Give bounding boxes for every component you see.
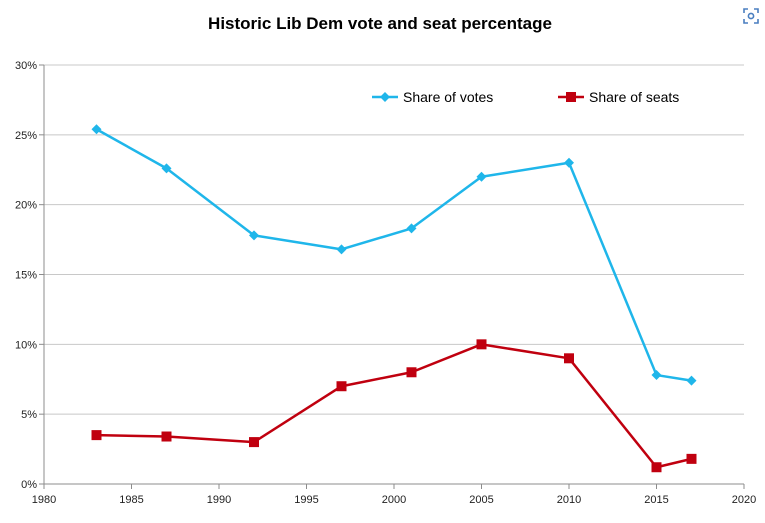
legend: Share of votes Share of seats — [372, 89, 679, 105]
y-tick-label: 30% — [15, 60, 37, 72]
x-tick-label: 1985 — [119, 494, 143, 506]
share-of-seats-point — [406, 367, 417, 378]
legend-item-share-of-votes: Share of votes — [372, 89, 493, 105]
x-tick-label: 2010 — [557, 494, 581, 506]
share-of-votes-point — [161, 163, 172, 174]
series-lines — [91, 124, 697, 473]
series-share-of-votes — [91, 124, 697, 386]
legend-label: Share of votes — [403, 89, 493, 105]
share-of-seats-point — [686, 453, 697, 464]
x-tick-label: 2015 — [644, 494, 668, 506]
share-of-votes-point — [476, 171, 487, 182]
share-of-votes-point — [651, 370, 662, 381]
y-tick-label: 20% — [15, 200, 37, 212]
legend-marker — [380, 92, 390, 102]
x-tick-label: 2000 — [382, 494, 406, 506]
y-tick-label: 25% — [15, 130, 37, 142]
share-of-seats-line — [96, 343, 692, 469]
y-tick-label: 15% — [15, 270, 37, 282]
share-of-votes-point — [564, 157, 574, 168]
grid-lines — [44, 64, 744, 415]
visual-search-button[interactable] — [738, 4, 764, 28]
share-of-seats-point — [564, 353, 574, 364]
y-tick-label: 0% — [21, 479, 37, 491]
share-of-seats-point — [161, 431, 172, 442]
legend-label: Share of seats — [589, 89, 679, 105]
series-share-of-seats — [91, 339, 697, 473]
y-tick-label: 10% — [15, 339, 37, 351]
chart-title: Historic Lib Dem vote and seat percentag… — [208, 14, 552, 33]
x-tick-label: 2020 — [732, 494, 756, 506]
y-tick-label: 5% — [21, 409, 37, 421]
legend-marker — [566, 92, 576, 102]
share-of-votes-point — [686, 375, 697, 386]
axes: 0% 5% 10% 15% 20% 25% 30% 1980 1985 1990 1995 2000 2… — [15, 60, 756, 506]
share-of-votes-point — [336, 244, 347, 255]
x-tick-label: 1995 — [294, 494, 318, 506]
share-of-seats-point — [249, 437, 259, 448]
share-of-seats-point — [91, 430, 102, 441]
x-tick-label: 1980 — [32, 494, 56, 506]
share-of-votes-line — [95, 128, 692, 382]
share-of-votes-point — [249, 230, 259, 241]
share-of-seats-point — [336, 381, 347, 392]
share-of-seats-point — [651, 462, 662, 473]
share-of-seats-point — [476, 339, 487, 350]
x-tick-label: 1990 — [207, 494, 231, 506]
share-of-votes-point — [406, 223, 417, 234]
visual-search-icon — [743, 8, 759, 24]
x-tick-label: 2005 — [469, 494, 493, 506]
share-of-votes-point — [91, 124, 102, 135]
legend-item-share-of-seats: Share of seats — [558, 89, 679, 105]
